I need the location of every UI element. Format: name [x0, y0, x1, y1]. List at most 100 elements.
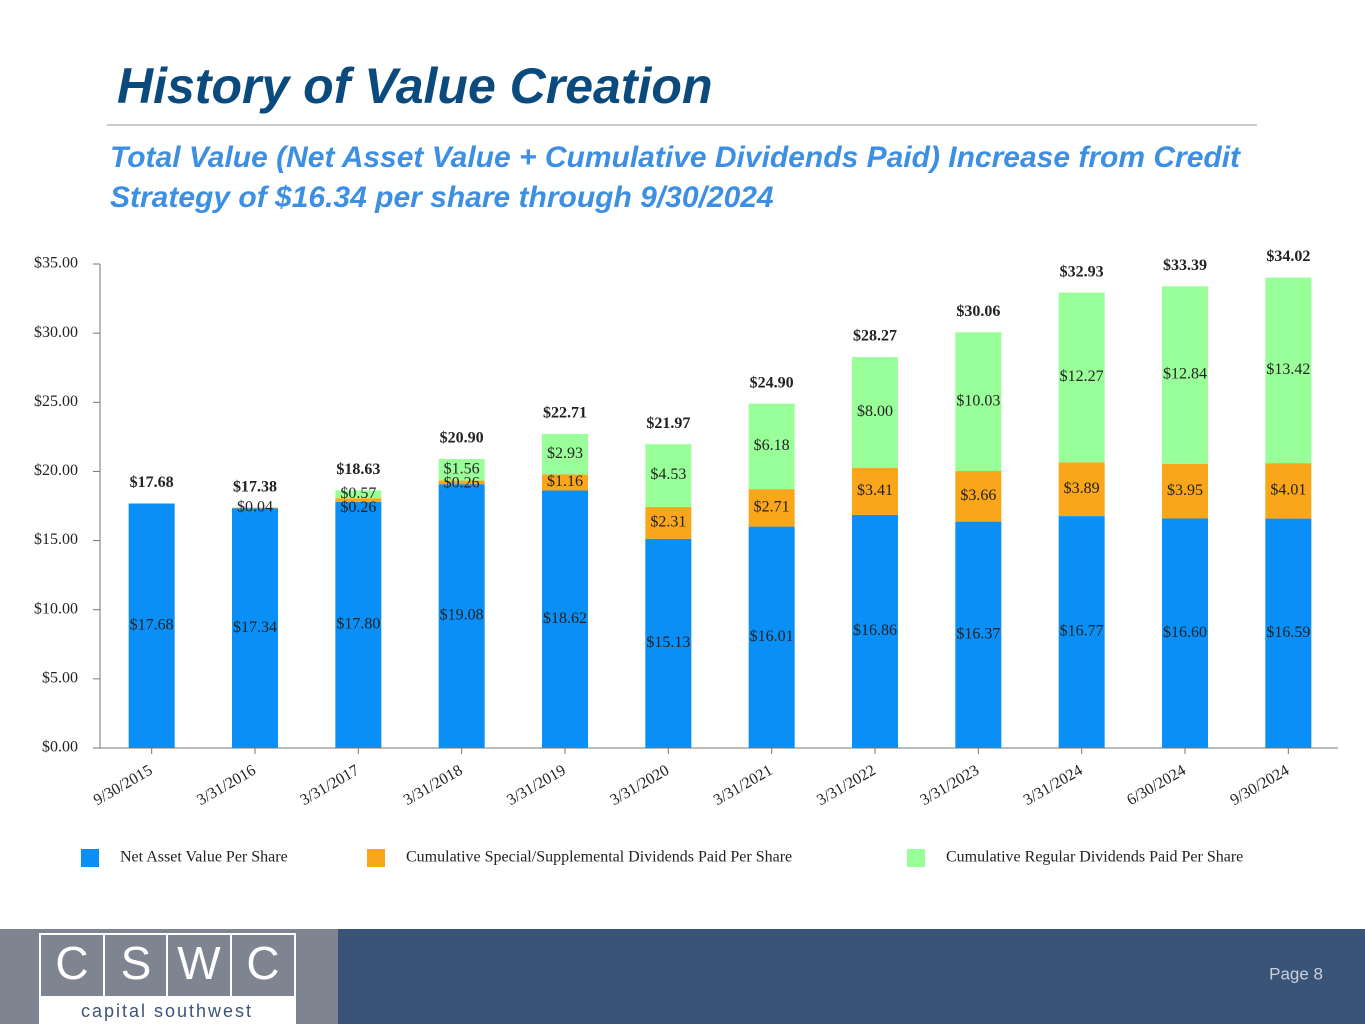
legend-swatch: [81, 849, 99, 867]
bar-segment: [645, 444, 692, 507]
bar-segment: [645, 506, 692, 539]
value-label: $15.13: [646, 634, 690, 651]
value-label: $3.66: [960, 487, 996, 504]
y-tick-label: $30.00: [34, 324, 78, 341]
value-label: $0.26: [340, 499, 376, 516]
value-label: $17.34: [233, 619, 277, 636]
bar-segment: [542, 490, 588, 748]
y-tick-label: $10.00: [34, 600, 78, 617]
total-label: $20.90: [440, 430, 484, 447]
value-label: $17.68: [130, 616, 174, 633]
bar-segment: [438, 458, 485, 481]
y-tick-label: $20.00: [34, 462, 78, 479]
y-tick-label: $5.00: [42, 670, 78, 687]
total-label: $17.68: [130, 474, 174, 491]
value-label: $2.71: [754, 499, 790, 516]
value-label: $0.26: [444, 474, 480, 491]
total-label: $17.38: [233, 478, 277, 495]
value-label: $4.01: [1270, 482, 1306, 499]
value-label: $1.56: [444, 460, 480, 477]
page-number: Page 8: [1269, 964, 1323, 983]
logo-letter: C: [246, 937, 279, 989]
value-label: $16.86: [853, 622, 897, 639]
value-label: $4.53: [650, 466, 686, 483]
value-label: $16.01: [750, 628, 794, 645]
logo-text: capital southwest: [81, 1001, 253, 1021]
bar-segment: [232, 507, 278, 509]
bar-segment: [645, 538, 692, 748]
value-label: $3.95: [1167, 482, 1203, 499]
total-label: $24.90: [750, 374, 794, 391]
footer-band: [338, 929, 1365, 1024]
bar-segment: [852, 467, 898, 515]
bar-segment: [438, 484, 485, 748]
bar-segment: [335, 498, 382, 502]
x-tick-label: 9/30/2015: [91, 762, 156, 809]
value-label: $12.84: [1163, 366, 1207, 383]
value-label: $19.08: [440, 607, 484, 624]
legend-label: Cumulative Special/Supplemental Dividend…: [406, 849, 792, 866]
bar-segment: [955, 521, 1002, 748]
value-label: $3.41: [857, 482, 893, 499]
total-label: $22.71: [543, 405, 587, 422]
y-tick-label: $0.00: [42, 739, 78, 756]
bar-segment: [1058, 292, 1105, 463]
total-label: $21.97: [646, 415, 690, 432]
y-tick-label: $15.00: [34, 531, 78, 548]
bar-segment: [542, 474, 588, 491]
bar-segment: [852, 514, 898, 748]
bar-segment: [852, 357, 898, 468]
legend-swatch: [907, 849, 925, 867]
legend-swatch: [367, 849, 385, 867]
x-tick-label: 3/31/2017: [297, 762, 362, 809]
value-label: $3.89: [1064, 480, 1100, 497]
x-tick-label: 3/31/2024: [1021, 762, 1086, 809]
logo-letter: S: [121, 937, 152, 989]
value-label: $16.59: [1266, 624, 1310, 641]
bar-segment: [232, 508, 278, 748]
total-label: $30.06: [956, 303, 1000, 320]
logo-letter: C: [55, 937, 88, 989]
slide-title: History of Value Creation: [117, 58, 712, 114]
value-label: $12.27: [1060, 368, 1104, 385]
logo-strip: [40, 996, 295, 1024]
bar-segment: [438, 480, 485, 485]
total-label: $28.27: [853, 328, 897, 345]
x-tick-label: 3/31/2019: [504, 762, 569, 809]
value-label: $13.42: [1266, 361, 1310, 378]
value-label: $0.57: [340, 485, 376, 502]
bar-segment: [955, 471, 1002, 522]
x-tick-label: 3/31/2021: [711, 762, 776, 809]
total-label: $33.39: [1163, 257, 1207, 274]
subtitle-box: Total Value (Net Asset Value + Cumulativ…: [110, 141, 1241, 214]
value-label: $1.16: [547, 473, 583, 490]
bar-segment: [542, 433, 588, 475]
x-tick-label: 9/30/2024: [1227, 762, 1292, 809]
bar-segment: [1265, 463, 1312, 519]
bar-segment: [748, 403, 795, 490]
value-label: $6.18: [754, 437, 790, 454]
value-label: $0.04: [237, 499, 273, 516]
bar-segment: [1162, 518, 1208, 748]
x-tick-label: 3/31/2022: [814, 762, 879, 809]
bar-segment: [335, 490, 382, 499]
value-label: $18.62: [543, 610, 587, 627]
value-label: $8.00: [857, 403, 893, 420]
value-label: $16.60: [1163, 624, 1207, 641]
bar-segment: [1265, 518, 1312, 748]
bar-segment: [1058, 462, 1105, 517]
bar-segment: [748, 489, 795, 527]
x-tick-label: 6/30/2024: [1124, 762, 1189, 809]
subtitle: Total Value (Net Asset Value + Cumulativ…: [110, 141, 1241, 214]
bar-segment: [748, 526, 795, 748]
bar-segment: [128, 503, 175, 748]
value-label: $2.93: [547, 445, 583, 462]
x-tick-label: 3/31/2023: [917, 762, 982, 809]
value-label: $2.31: [650, 513, 686, 530]
x-tick-label: 3/31/2016: [194, 762, 259, 809]
total-label: $18.63: [336, 461, 380, 478]
bar-segment: [335, 501, 382, 748]
bar-segment: [955, 332, 1002, 472]
value-label: $17.80: [336, 616, 380, 633]
